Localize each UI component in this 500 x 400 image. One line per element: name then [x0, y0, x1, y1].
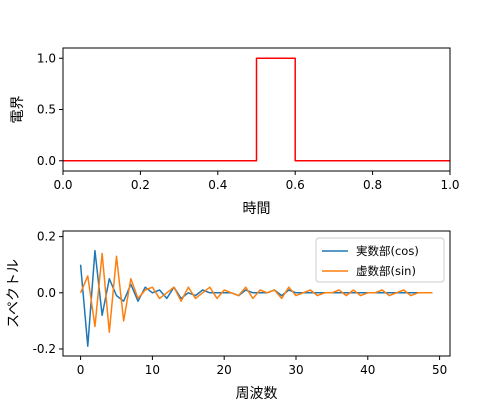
x-tick-label: 30	[288, 363, 303, 377]
y-axis-label: スペクトル	[6, 259, 22, 328]
y-tick-label: 0.5	[37, 103, 56, 117]
y-tick-label: -0.2	[33, 342, 56, 356]
legend-label: 虚数部(sin)	[356, 264, 416, 278]
y-tick-label: 0.0	[37, 154, 56, 168]
x-tick-label: 40	[360, 363, 375, 377]
x-tick-label: 0.8	[363, 178, 382, 192]
y-axis-label: 電界	[10, 96, 26, 124]
series-line-2	[79, 252, 433, 333]
x-axis-label: 時間	[243, 201, 271, 217]
x-tick-label: 1.0	[440, 178, 459, 192]
legend: 実数部(cos) 虚数部(sin)	[315, 237, 445, 283]
plot-frame	[62, 230, 451, 357]
legend-label: 実数部(cos)	[356, 244, 419, 258]
series-line-1	[63, 57, 450, 162]
chart-1	[59, 47, 451, 175]
x-tick-label: 0.6	[286, 178, 305, 192]
chart-2: 実数部(cos) 虚数部(sin)	[59, 230, 451, 360]
x-tick-label: 10	[145, 363, 160, 377]
x-tick-label: 20	[217, 363, 232, 377]
y-tick-label: 1.0	[37, 51, 56, 65]
x-tick-label: 0.2	[131, 178, 150, 192]
x-tick-label: 0.4	[208, 178, 227, 192]
x-tick-label: 50	[432, 363, 447, 377]
y-tick-label: 0.0	[37, 286, 56, 300]
x-axis-label: 周波数	[236, 386, 278, 400]
y-tick-label: 0.2	[37, 230, 56, 244]
x-tick-label: 0	[77, 363, 85, 377]
x-tick-label: 0.0	[53, 178, 72, 192]
